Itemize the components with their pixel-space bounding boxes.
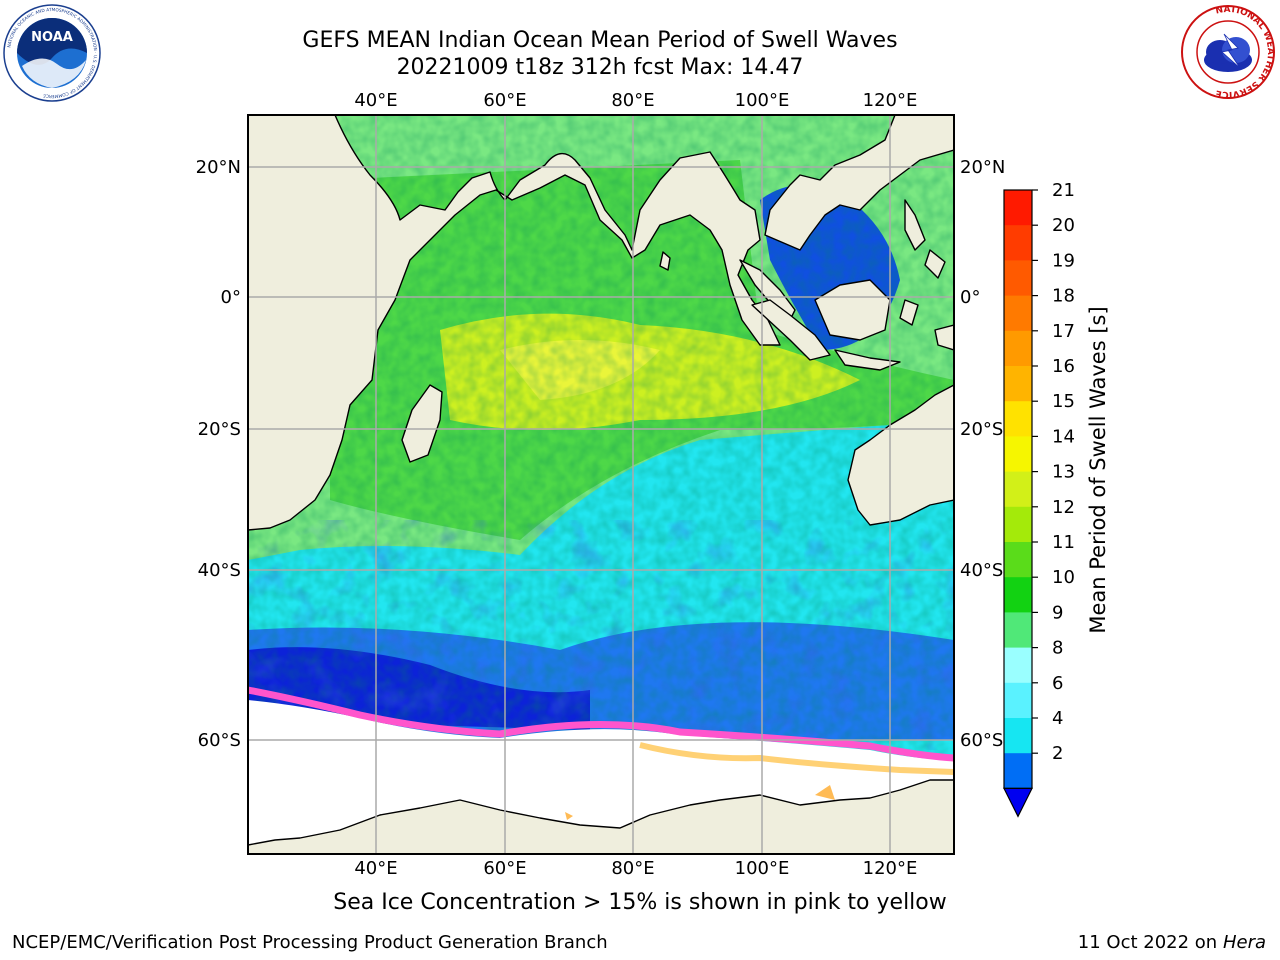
colorbar-segment [1004, 225, 1032, 261]
colorbar-segment [1004, 190, 1032, 226]
colorbar-tick-label: 19 [1052, 250, 1075, 271]
colorbar-tick-label: 4 [1052, 708, 1063, 729]
lat-label-right: 20°N [960, 157, 1005, 178]
colorbar-segment [1004, 401, 1032, 437]
colorbar-tick-label: 13 [1052, 462, 1075, 483]
colorbar-label: Mean Period of Swell Waves [s] [1086, 306, 1110, 633]
lat-labels-left: 20°N 0° 20°S 40°S 60°S [196, 157, 241, 751]
colorbar-tick-label: 12 [1052, 497, 1075, 518]
lat-label-left: 20°N [196, 157, 241, 178]
colorbar-segment [1004, 682, 1032, 719]
lat-label-right: 0° [960, 287, 980, 308]
ice-edge-pink [248, 686, 954, 762]
lat-label-left: 20°S [198, 419, 241, 440]
colorbar-segment [1004, 471, 1032, 508]
lon-labels-top: 40°E 60°E 80°E 100°E 120°E [354, 90, 917, 111]
lon-label-top: 80°E [611, 90, 654, 111]
colorbar-segment [1004, 612, 1032, 649]
colorbar-tick-label: 6 [1052, 673, 1063, 694]
colorbar-tick-label: 9 [1052, 602, 1063, 623]
noaa-logo: NOAA NATIONAL OCEANIC AND ATMOSPHERIC AD… [3, 4, 101, 102]
lon-label-top: 120°E [863, 90, 918, 111]
colorbar: 21 20 19 18 17 16 15 14 13 12 11 10 9 8 6 4 2 [1003, 180, 1075, 818]
colorbar-tick-label: 11 [1052, 532, 1075, 553]
lon-label-top: 60°E [483, 90, 526, 111]
swell-field-blobs [248, 520, 954, 750]
lon-label-top: 40°E [354, 90, 397, 111]
colorbar-tick-label: 21 [1052, 180, 1075, 201]
lon-label-top: 100°E [735, 90, 790, 111]
colorbar-segment [1004, 260, 1032, 297]
colorbar-tick-label: 2 [1052, 743, 1063, 764]
lon-labels-bottom: 40°E 60°E 80°E 100°E 120°E [354, 858, 917, 879]
footer-credit: NCEP/EMC/Verification Post Processing Pr… [12, 932, 608, 953]
colorbar-frame [1003, 189, 1033, 790]
lon-label-bottom: 60°E [483, 858, 526, 879]
colorbar-segment [1004, 366, 1032, 402]
colorbar-tick-label: 15 [1052, 391, 1075, 412]
lat-label-right: 40°S [960, 560, 1003, 581]
footer-date-text: 11 Oct 2022 on [1077, 932, 1223, 953]
lat-label-right: 20°S [960, 419, 1003, 440]
lon-label-bottom: 40°E [354, 858, 397, 879]
lon-label-bottom: 80°E [611, 858, 654, 879]
forecast-subtitle: 20221009 t18z 312h fcst Max: 14.47 [396, 55, 804, 80]
land [248, 115, 954, 854]
lat-label-left: 0° [221, 287, 241, 308]
colorbar-segment [1004, 436, 1032, 473]
lat-labels-right: 20°N 0° 20°S 40°S 60°S [960, 157, 1005, 751]
colorbar-segment [1004, 542, 1032, 578]
ice-edge-yellow [639, 742, 954, 775]
colorbar-segment [1004, 330, 1032, 367]
colorbar-segment [1004, 295, 1032, 332]
colorbar-tick-label: 17 [1052, 321, 1075, 342]
lat-label-right: 60°S [960, 730, 1003, 751]
lat-label-left: 40°S [198, 560, 241, 581]
colorbar-segment [1004, 718, 1032, 754]
nws-logo: NATIONAL WEATHER SERVICE [1181, 5, 1275, 99]
sea-ice-note: Sea Ice Concentration > 15% is shown in … [333, 890, 947, 915]
lon-label-bottom: 100°E [735, 858, 790, 879]
colorbar-underflow-arrow [1003, 787, 1033, 818]
colorbar-tick-label: 18 [1052, 286, 1075, 307]
footer-date: 11 Oct 2022 on Hera [1078, 932, 1266, 953]
colorbar-tick-label: 20 [1052, 215, 1075, 236]
colorbar-tick-label: 10 [1052, 567, 1075, 588]
noaa-wordmark: NOAA [31, 30, 73, 45]
colorbar-segment [1004, 577, 1032, 613]
colorbar-segment [1004, 647, 1032, 684]
colorbar-tick-label: 14 [1052, 426, 1075, 447]
colorbar-tick-label: 8 [1052, 638, 1063, 659]
map-title: GEFS MEAN Indian Ocean Mean Period of Sw… [302, 28, 898, 53]
lat-label-left: 60°S [198, 730, 241, 751]
colorbar-tick-label: 16 [1052, 356, 1075, 377]
map-frame [247, 114, 955, 855]
lon-label-bottom: 120°E [863, 858, 918, 879]
map-panel [248, 115, 954, 854]
footer-machine: Hera [1222, 932, 1266, 953]
colorbar-segment [1004, 506, 1032, 543]
colorbar-segment [1004, 753, 1032, 789]
gridlines [248, 115, 954, 854]
